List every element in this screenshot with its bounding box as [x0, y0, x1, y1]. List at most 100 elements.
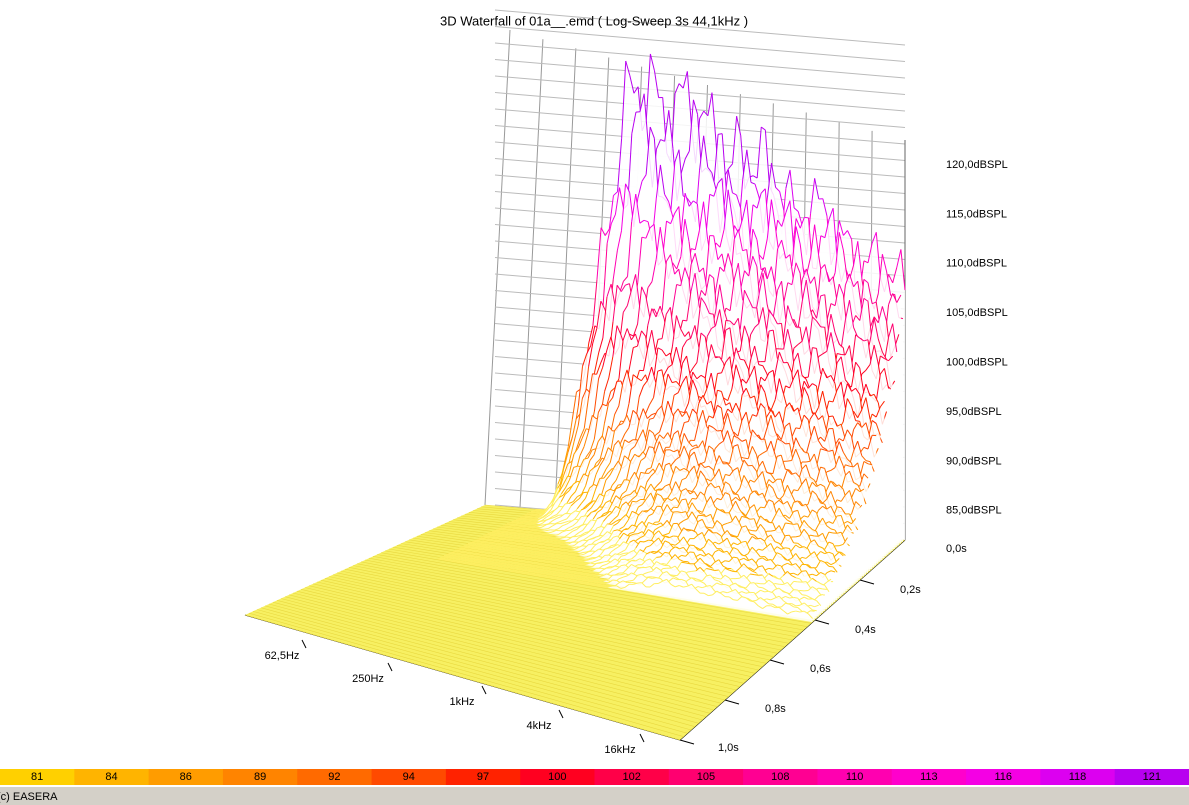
- slice-line: [485, 555, 491, 558]
- slice-line: [631, 193, 637, 222]
- slice-line: [772, 488, 778, 499]
- slice-line: [558, 483, 564, 492]
- slice-line: [706, 328, 712, 337]
- slice-line: [748, 298, 754, 308]
- slice-line: [572, 529, 577, 532]
- slice-line: [838, 232, 844, 251]
- slice-line: [801, 594, 807, 596]
- slice-line: [531, 572, 536, 575]
- slice-line: [820, 235, 826, 239]
- slice-line: [667, 373, 673, 383]
- slice-line: [795, 448, 801, 460]
- slice-line: [836, 499, 842, 502]
- slice-line: [516, 539, 521, 541]
- slice-line: [558, 568, 563, 571]
- slice-line: [803, 387, 809, 397]
- slice-line: [733, 431, 739, 437]
- slice-line: [875, 232, 881, 278]
- slice-line: [461, 546, 466, 548]
- slice-line: [478, 542, 483, 545]
- slice-line: [664, 193, 670, 202]
- slice-line: [504, 569, 509, 572]
- slice-line: [509, 542, 515, 545]
- slice-line: [550, 570, 555, 573]
- slice-line: [571, 546, 577, 549]
- slice-line: [710, 496, 716, 507]
- slice-line: [840, 507, 846, 515]
- slice-line: [675, 381, 681, 387]
- slice-line: [760, 506, 765, 509]
- slice-line: [514, 569, 519, 572]
- slice-line: [795, 604, 801, 607]
- slice-line: [594, 352, 600, 373]
- slice-line: [641, 174, 647, 182]
- slice-line: [568, 575, 574, 578]
- slice-line: [774, 351, 780, 373]
- slice-line: [539, 567, 545, 570]
- slice-line: [563, 559, 568, 562]
- slice-line: [600, 561, 605, 564]
- slice-line: [737, 419, 743, 437]
- slice-line: [859, 473, 865, 487]
- slice-line: [602, 579, 607, 582]
- slice-line: [601, 468, 607, 478]
- slice-line: [538, 556, 543, 558]
- slice-line: [579, 575, 584, 578]
- slice-line: [594, 548, 600, 553]
- slice-line: [814, 595, 820, 601]
- floor-line: [384, 550, 812, 624]
- slice-line: [457, 548, 462, 551]
- slice-line: [818, 415, 823, 420]
- slice-line: [816, 295, 822, 319]
- slice-line: [582, 551, 587, 554]
- slice-line: [789, 589, 795, 595]
- slice-line: [813, 426, 819, 441]
- slice-line: [564, 520, 569, 523]
- slice-line: [750, 181, 756, 185]
- slice-line: [836, 356, 842, 364]
- slice-line: [581, 580, 586, 583]
- slice-line: [742, 149, 748, 180]
- slice-line: [524, 540, 529, 543]
- slice-line: [458, 553, 464, 555]
- slice-line: [658, 530, 664, 537]
- slice-line: [720, 574, 726, 580]
- slice-line: [545, 537, 550, 539]
- slice-line: [657, 405, 663, 411]
- slice-line: [777, 219, 783, 227]
- slice-line: [448, 552, 453, 555]
- slice-line: [666, 571, 672, 577]
- slice-line: [494, 545, 500, 547]
- slice-line: [816, 560, 822, 568]
- slice-line: [519, 557, 524, 560]
- slice-line: [542, 513, 548, 518]
- slice-line: [463, 545, 468, 547]
- status-text: (c) EASERA: [0, 791, 58, 803]
- slice-line: [668, 523, 674, 534]
- slice-line: [485, 534, 490, 536]
- slice-line: [582, 353, 588, 367]
- slice-line: [770, 162, 777, 188]
- slice-line: [469, 556, 474, 558]
- slice-line: [736, 116, 742, 136]
- floor-line: [312, 583, 744, 684]
- slice-line: [617, 518, 623, 524]
- slice-line: [490, 553, 495, 556]
- floor-line: [360, 561, 789, 644]
- slice-line: [497, 544, 502, 546]
- slice-line: [659, 227, 665, 256]
- slice-line: [553, 534, 559, 536]
- slice-line: [755, 551, 761, 558]
- slice-line: [782, 571, 788, 576]
- slice-line: [781, 281, 787, 319]
- slice-line: [832, 481, 838, 487]
- slice-line: [522, 535, 528, 538]
- slice-line: [619, 439, 626, 456]
- slice-line: [611, 488, 617, 498]
- slice-line: [797, 369, 803, 399]
- slice-line: [717, 178, 723, 184]
- slice-line: [553, 544, 558, 546]
- slice-line: [581, 574, 586, 576]
- slice-line: [545, 546, 550, 548]
- slice-line: [650, 483, 656, 491]
